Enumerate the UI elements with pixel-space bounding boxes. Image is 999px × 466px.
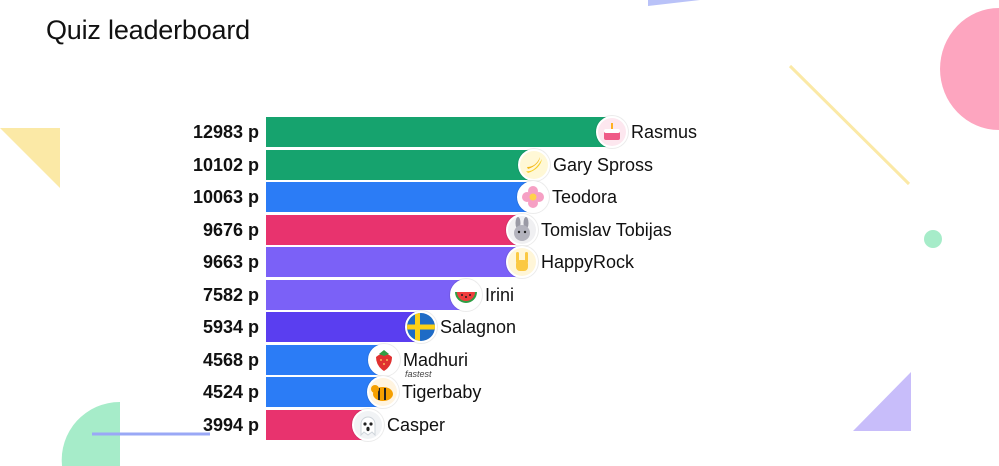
score-bar [266, 182, 539, 212]
leaderboard-row: 9663 p HappyRock [0, 246, 999, 278]
leaderboard-row: 4524 p Tigerbaby [0, 376, 999, 408]
score-label: 9663 p [202, 252, 259, 272]
leaderboard-row: 3994 p Casper [0, 408, 999, 441]
bunny-icon [506, 213, 538, 246]
score-bar [266, 279, 472, 310]
score-label: 4568 p [202, 349, 259, 370]
score-label: 3994 p [202, 414, 259, 435]
player-name: Rasmus [631, 122, 698, 142]
mint-quarter-circle [61, 401, 120, 466]
score-label: 12983 p [192, 122, 259, 142]
player-name: Gary Spross [553, 154, 654, 175]
score-label: 10063 p [192, 187, 259, 207]
page-title: Quiz leaderboard [46, 15, 250, 45]
score-label: 10102 p [192, 154, 259, 175]
leaderboard-row: 12983 p Rasmus [0, 116, 999, 148]
score-label: 5934 p [202, 317, 259, 337]
pink-half-circle [940, 8, 999, 130]
leaderboard-row: 5934 p Salagnon [0, 311, 999, 343]
score-bar [266, 214, 528, 245]
score-bar [266, 149, 540, 180]
leaderboard-row: 9676 p Tomislav Tobijas [0, 213, 999, 246]
leaderboard-row: 10063 p Teodora [0, 181, 999, 213]
ghost-icon [352, 408, 384, 441]
banana-icon [518, 148, 550, 181]
player-name: HappyRock [541, 252, 635, 272]
yellow-diagonal-line [788, 64, 911, 186]
player-name: Madhuri [403, 349, 469, 370]
leaderboard-row: 7582 p Irini [0, 278, 999, 311]
score-bar [266, 312, 427, 342]
score-label: 7582 p [202, 284, 259, 305]
sweden-flag-icon [405, 311, 437, 343]
player-name: Teodora [552, 187, 618, 207]
leaderboard-row: 4568 p Madhuri fastest [0, 343, 999, 379]
player-name: Salagnon [440, 317, 517, 337]
player-name: Irini [485, 284, 515, 305]
score-label: 4524 p [202, 382, 259, 402]
player-name: Casper [387, 414, 446, 435]
strawberry-icon [368, 343, 400, 376]
watermelon-icon [450, 278, 482, 311]
player-name: Tomislav Tobijas [541, 219, 672, 240]
score-label: 9676 p [202, 219, 259, 240]
leaderboard-row: 10102 p Gary Spross [0, 148, 999, 181]
yellow-triangle-left [0, 128, 60, 188]
tiger-icon [367, 376, 399, 408]
lavender-triangle-bottom-right [853, 372, 911, 431]
fastest-badge: fastest [405, 368, 432, 379]
cake-icon [596, 116, 628, 148]
player-name: Tigerbaby [402, 382, 482, 402]
flower-icon [517, 181, 549, 213]
rock-hand-icon [506, 246, 538, 278]
score-bar [266, 247, 528, 277]
lavender-triangle-top [648, 0, 700, 6]
mint-dot [924, 230, 942, 248]
score-bar [266, 117, 618, 147]
